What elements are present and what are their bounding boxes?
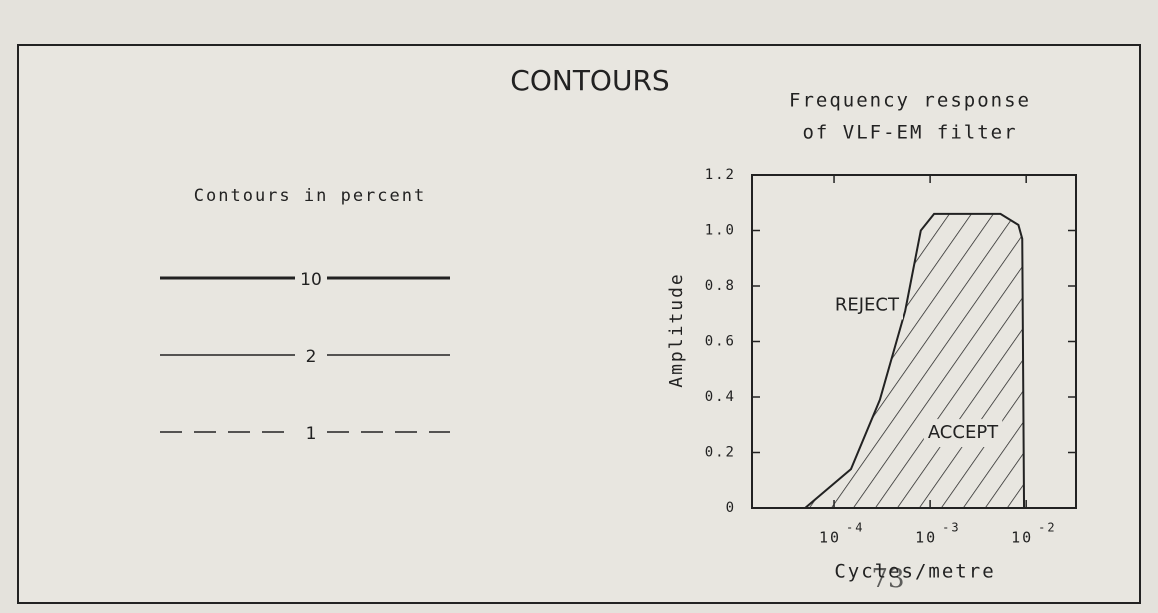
- legend-label: 10: [300, 270, 322, 290]
- annotation: REJECT: [835, 294, 900, 315]
- y-tick-label: 1.2: [705, 167, 736, 183]
- response-area: [802, 212, 1026, 509]
- x-tick-exponent: -3: [942, 521, 960, 535]
- x-tick-exponent: -2: [1038, 521, 1056, 535]
- annotation-bg: [830, 291, 903, 320]
- x-tick-label: 10: [1011, 529, 1033, 547]
- legend-heading: Contours in percent: [194, 186, 426, 206]
- annotation-bg: [923, 419, 1003, 448]
- y-tick-label: 0: [726, 500, 736, 516]
- annotation: ACCEPT: [928, 422, 999, 443]
- y-tick-label: 0.2: [705, 445, 736, 461]
- title: CONTOURS: [510, 64, 669, 97]
- y-axis-label: Amplitude: [666, 272, 687, 388]
- x-tick-exponent: -4: [846, 521, 864, 535]
- page-number: 73: [871, 564, 904, 594]
- chart-title: of VLF-EM filter: [802, 122, 1017, 144]
- y-tick-label: 1.0: [705, 223, 736, 239]
- y-tick-label: 0.6: [705, 334, 736, 350]
- x-axis-label: Cycles/metre: [834, 561, 995, 583]
- y-tick-label: 0.4: [705, 389, 736, 405]
- y-tick-label: 0.8: [705, 278, 736, 294]
- legend-label: 2: [306, 347, 317, 367]
- legend-label: 1: [306, 424, 317, 444]
- x-tick-label: 10: [915, 529, 937, 547]
- plot-frame: [751, 174, 1077, 509]
- x-tick-label: 10: [819, 529, 841, 547]
- chart-title: Frequency response: [789, 90, 1031, 112]
